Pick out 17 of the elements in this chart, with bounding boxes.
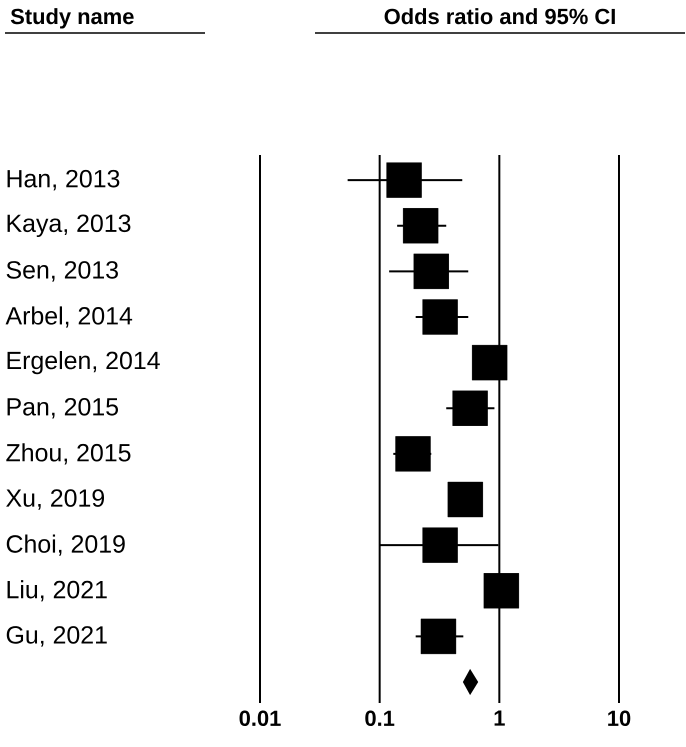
- y-tick-label: Zhou, 2015: [6, 443, 131, 464]
- y-tick-label: Ergelen, 2014: [8, 351, 160, 374]
- y-tick-label: Kaya, 2013: [8, 214, 131, 238]
- x-tick-label: 0.1: [365, 710, 394, 726]
- x-tick-label: 10: [608, 710, 630, 726]
- x-tick-label: 0.01: [240, 710, 281, 726]
- y-tick-label: Pan, 2015: [8, 398, 118, 419]
- y-tick-label: Arbel, 2014: [6, 306, 132, 328]
- y-tick-label: Han, 2013: [8, 170, 120, 190]
- y-tick-label: Gu, 2021: [6, 626, 107, 647]
- y-tick-label: Xu, 2019: [6, 489, 104, 510]
- y-tick-label: Liu, 2021: [8, 580, 107, 602]
- y-tick-label: Choi, 2019: [6, 534, 125, 556]
- y-tick-label: Sen, 2013: [6, 261, 118, 282]
- text: Study name: [10, 8, 134, 29]
- x-tick-label: 1: [494, 710, 505, 726]
- chart-title: Odds ratio and 95% CI: [384, 8, 615, 24]
